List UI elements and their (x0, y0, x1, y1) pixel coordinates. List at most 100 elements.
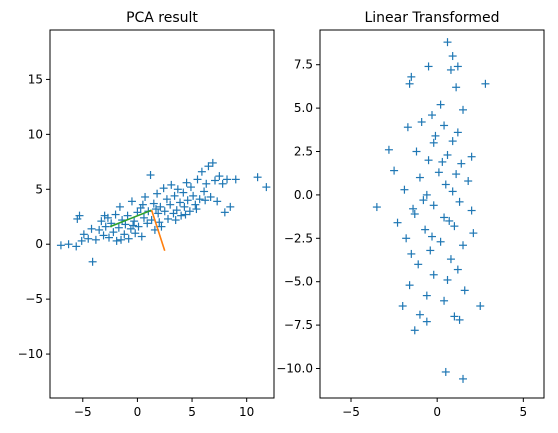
data-point (200, 187, 209, 196)
data-point (459, 105, 468, 114)
data-point (409, 204, 418, 213)
data-point (192, 205, 201, 214)
data-point (151, 205, 160, 214)
data-point (105, 233, 114, 242)
y-tick-label: −10.0 (276, 361, 313, 375)
data-point (177, 211, 186, 220)
y-tick-label: −7.5 (284, 318, 313, 332)
data-point (79, 230, 88, 239)
data-point (424, 62, 433, 71)
axes-frame (49, 29, 275, 399)
data-point (117, 235, 126, 244)
data-point (220, 208, 229, 217)
data-point (384, 145, 393, 154)
data-point (414, 260, 423, 269)
data-point (424, 156, 433, 165)
data-point (455, 315, 464, 324)
data-point (457, 159, 466, 168)
data-point (99, 231, 108, 240)
data-point (405, 79, 414, 88)
data-point (421, 225, 430, 234)
x-tick-label: 5 (520, 405, 528, 419)
data-point (139, 213, 148, 222)
data-point (75, 211, 84, 220)
plot-area (372, 38, 490, 383)
data-point (170, 191, 179, 200)
data-point (176, 198, 185, 207)
x-tick-label: 10 (239, 405, 254, 419)
data-point (407, 249, 416, 258)
data-point (372, 203, 381, 212)
data-point (467, 152, 476, 161)
data-point (459, 374, 468, 383)
y-tick-label: 0.0 (294, 188, 313, 202)
data-point (197, 167, 206, 176)
data-point (143, 219, 152, 228)
data-point (403, 123, 412, 132)
data-point (162, 195, 171, 204)
data-point (141, 192, 150, 201)
data-point (213, 197, 222, 206)
data-point (410, 326, 419, 335)
data-point (180, 202, 189, 211)
data-point (453, 62, 462, 71)
data-point (186, 183, 195, 192)
y-tick-label: −5 (25, 292, 43, 306)
data-point (443, 150, 452, 159)
data-point (448, 137, 457, 146)
data-point (154, 209, 163, 218)
data-point (464, 177, 473, 186)
data-point (149, 199, 158, 208)
data-point (443, 275, 452, 284)
data-point (195, 195, 204, 204)
axis-ticks: −5 0 5 −10.0 −7.5 −5.0 −2.5 0.0 2.5 5.0 7.5 (276, 58, 527, 419)
data-point (111, 210, 120, 219)
data-point (226, 202, 235, 211)
data-point (77, 236, 86, 245)
data-point (91, 235, 100, 244)
axis-ticks: −5 0 5 10 −10 −5 0 5 10 15 (18, 72, 255, 419)
data-point (440, 296, 449, 305)
data-point (160, 207, 169, 216)
data-point (445, 216, 454, 225)
data-point (64, 240, 73, 249)
data-point (446, 255, 455, 264)
data-point (429, 201, 438, 210)
data-point (191, 200, 200, 209)
data-point (469, 229, 478, 238)
data-point (443, 38, 452, 47)
data-point (440, 213, 449, 222)
data-point (262, 183, 271, 192)
data-point (169, 209, 178, 218)
principal-component-line (109, 209, 152, 228)
data-point (453, 128, 462, 137)
data-point (201, 196, 210, 205)
y-tick-label: 0 (35, 237, 43, 251)
data-point (415, 310, 424, 319)
data-point (450, 222, 459, 231)
data-point (429, 138, 438, 147)
data-point (95, 225, 104, 234)
data-point (183, 196, 192, 205)
data-point (164, 214, 173, 223)
data-point (138, 200, 147, 209)
data-point (405, 281, 414, 290)
data-point (415, 173, 424, 182)
y-tick-label: 2.5 (294, 145, 313, 159)
data-point (156, 202, 165, 211)
data-point (208, 158, 217, 167)
data-point (130, 217, 139, 226)
data-point (440, 121, 449, 130)
data-point (402, 234, 411, 243)
y-tick-label: 7.5 (294, 58, 313, 72)
data-point (422, 291, 431, 300)
data-point (131, 229, 140, 238)
data-point (112, 236, 121, 245)
data-point (137, 232, 146, 241)
data-point (459, 241, 468, 250)
data-point (179, 188, 188, 197)
data-point (182, 178, 191, 187)
data-point (441, 180, 450, 189)
data-point (124, 234, 133, 243)
data-point (429, 270, 438, 279)
